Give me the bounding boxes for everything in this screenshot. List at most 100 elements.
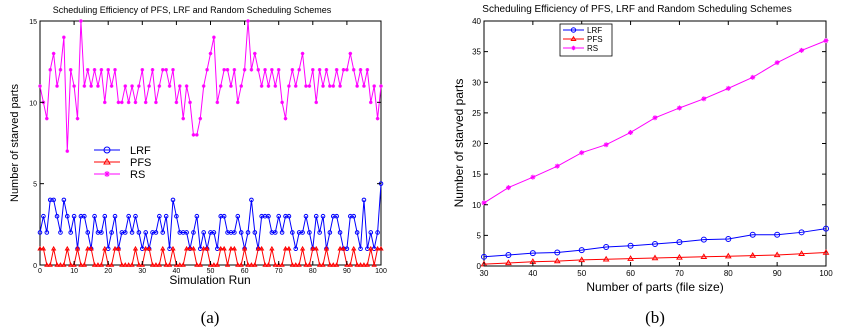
chart-a-point-pfs [170,245,176,251]
chart-b-series-layer [480,38,830,267]
chart-a-series-pfs [37,245,384,267]
chart-a-point-pfs [374,245,381,251]
chart-a-point-rs [126,100,131,105]
chart-a-point-pfs [71,262,77,267]
chart-a-point-rs [304,84,308,88]
chart-b-point-pfs [724,252,732,259]
chart-a-point-rs [358,68,363,72]
chart-b-point-lrf [481,253,487,260]
chart-a-point-rs [208,51,213,56]
chart-b-legend-label: RS [587,44,598,53]
chart-a-point-pfs [252,262,258,267]
chart-a-point-lrf [320,213,326,219]
chart-a-point-pfs [112,245,118,251]
chart-b-series-pfs [480,248,830,267]
chart-a-point-pfs [279,262,285,267]
chart-b-point-pfs [553,257,561,264]
chart-a-ytick-label: 0 [33,263,37,270]
chart-a-point-lrf [290,230,295,235]
chart-b-ytick-label: 30 [472,78,481,87]
chart-a-point-pfs [262,262,268,267]
chart-a-title: Scheduling Efficiency of PFS, LRF and Ra… [53,5,332,15]
chart-a-caption: (a) [201,308,220,327]
chart-a-point-lrf [232,230,237,235]
chart-a-xticks: 0 10 20 30 40 50 60 70 80 90 100 [38,21,387,275]
chart-a-point-pfs [378,245,384,251]
chart-b-title: Scheduling Efficiency of PFS, LRF and Ra… [482,4,791,15]
chart-a-point-rs [256,68,261,72]
chart-a-point-pfs [327,262,333,267]
chart-a-point-lrf [85,230,91,235]
chart-a-point-lrf [221,213,227,219]
chart-a-point-lrf [317,230,322,235]
chart-a-point-pfs [371,262,377,267]
chart-a-point-rs [147,84,151,88]
chart-b-point-lrf [627,242,634,249]
chart-a-ylabel: Number of starved parts [9,84,21,202]
chart-b-point-lrf [578,247,585,254]
chart-b-point-rs [774,60,780,66]
chart-a-point-rs [51,51,56,56]
chart-a-point-rs [178,84,182,88]
chart-a-point-pfs [238,262,244,267]
chart-a-point-pfs [340,245,347,251]
chart-b-ytick-label: 40 [472,17,481,26]
chart-a-point-pfs [241,245,248,251]
chart-a-line-lrf [39,183,382,250]
chart-a-point-rs [157,84,162,88]
chart-b-series-lrf [481,225,829,260]
chart-a-point-pfs [122,262,128,267]
chart-a-point-rs [109,84,114,88]
chart-a-point-pfs [347,262,353,267]
chart-a-point-pfs [310,245,316,251]
chart-a-point-rs [140,68,145,72]
chart-a-point-lrf [375,230,380,235]
chart-a-point-rs [106,68,110,72]
chart-a-xtick-label: 70 [275,268,283,275]
chart-a-point-pfs [187,245,193,251]
chart-b-point-pfs [651,254,659,261]
chart-a-point-pfs [160,245,166,251]
chart-a-point-rs [160,68,165,72]
chart-b-xticks: 30 40 50 60 70 80 90 100 [480,21,833,278]
chart-a-point-lrf [160,230,166,235]
chart-a-point-pfs [194,262,200,267]
chart-a-point-pfs [37,245,43,251]
chart-a-point-rs [123,84,128,88]
chart-a-point-pfs [269,245,275,251]
chart-a-point-rs [102,100,107,105]
chart-b-ytick-label: 0 [477,262,482,271]
chart-a-point-rs [222,68,226,72]
chart-a-point-rs [334,68,339,72]
chart-b-ytick-label: 5 [477,231,482,240]
chart-b-point-rs [823,38,829,44]
chart-a-point-pfs [177,262,183,267]
chart-a-point-rs [218,84,223,88]
chart-a-point-pfs [190,245,197,251]
chart-a-point-pfs [166,262,173,267]
chart-a-point-lrf [252,230,258,235]
chart-a-point-lrf [351,213,357,219]
chart-a-point-lrf [163,213,169,219]
chart-a-point-lrf [143,230,149,235]
chart-a-point-lrf [109,230,114,235]
chart-a-point-pfs [125,262,132,267]
chart-a-point-pfs [57,262,64,267]
chart-a-point-rs [133,100,138,105]
chart-a-point-rs [45,116,49,121]
chart-a-point-pfs [85,245,91,251]
chart-a-point-pfs [258,245,265,251]
chart-a-point-rs [130,84,134,88]
chart-a-point-rs [273,84,278,88]
chart-a-point-lrf [61,197,67,203]
chart-a-point-rs [48,68,53,72]
chart-a-point-lrf [303,213,309,219]
chart-a-point-pfs [245,262,251,267]
chart-a-point-pfs [296,262,302,267]
chart-a-point-lrf [272,230,278,235]
chart-a-point-rs [55,84,59,88]
chart-a-point-lrf [54,213,60,219]
chart-a-point-lrf [174,213,179,219]
